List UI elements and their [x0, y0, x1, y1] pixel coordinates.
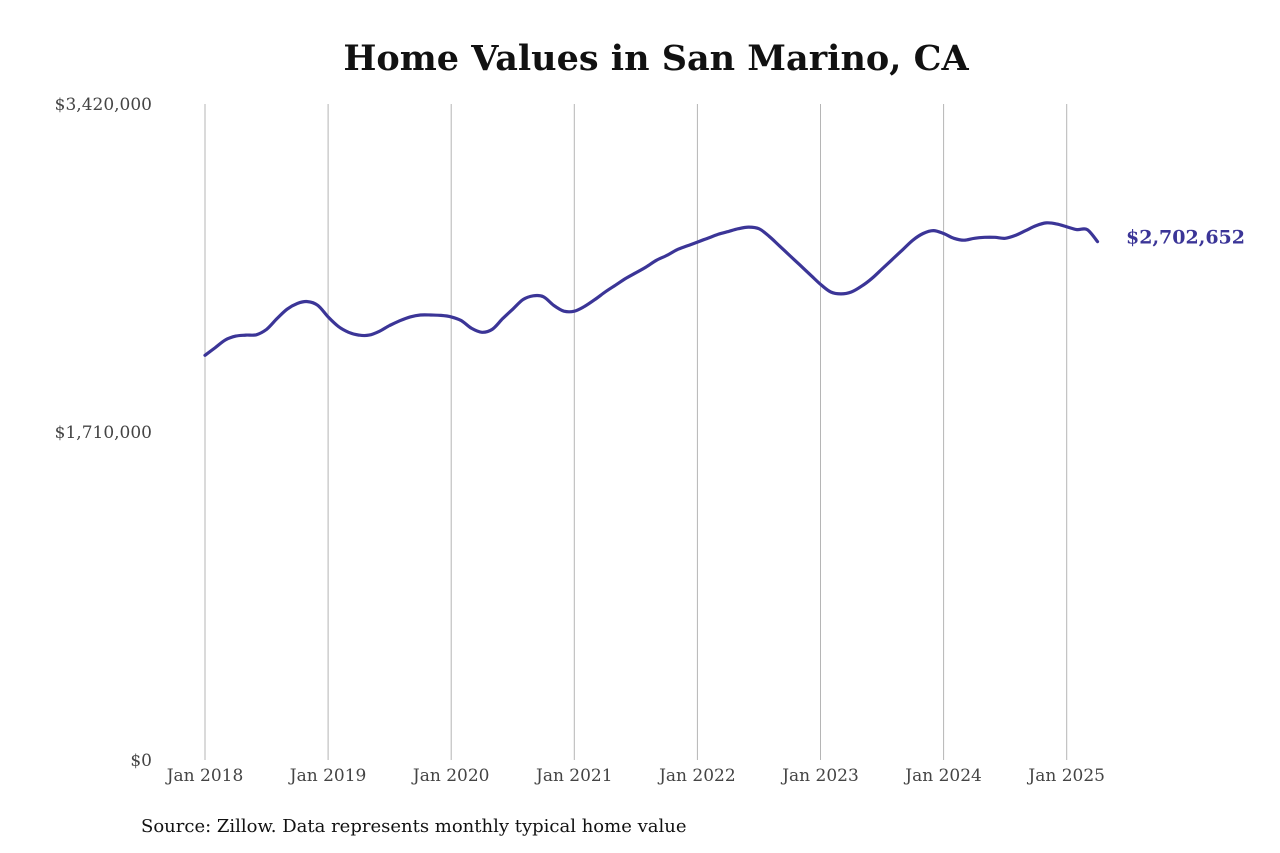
x-tick-label: Jan 2021: [534, 766, 613, 786]
vertical-gridlines: [204, 104, 1068, 760]
series-line: [203, 221, 1100, 357]
x-tick-label: Jan 2020: [411, 766, 490, 786]
end-value-label: $2,702,652: [1126, 227, 1245, 249]
x-tick-label: Jan 2022: [657, 766, 736, 786]
y-axis-ticks: $0 $1,710,000 $3,420,000: [55, 95, 152, 771]
chart-title: Home Values in San Marino, CA: [343, 38, 969, 79]
x-tick-label: Jan 2019: [288, 766, 367, 786]
x-tick-label: Jan 2024: [903, 766, 982, 786]
x-tick-label: Jan 2025: [1026, 766, 1105, 786]
y-tick-label: $3,420,000: [55, 95, 152, 115]
x-axis-ticks: Jan 2018 Jan 2019 Jan 2020 Jan 2021 Jan 2022…: [165, 766, 1105, 786]
y-tick-label: $1,710,000: [55, 423, 152, 443]
end-value-label-layer: $2,702,652: [1126, 227, 1245, 249]
x-tick-label: Jan 2023: [780, 766, 859, 786]
y-tick-label: $0: [130, 751, 152, 771]
source-note: Source: Zillow. Data represents monthly …: [141, 816, 687, 837]
series-line-layer: [203, 221, 1100, 357]
x-tick-label: Jan 2018: [165, 766, 244, 786]
